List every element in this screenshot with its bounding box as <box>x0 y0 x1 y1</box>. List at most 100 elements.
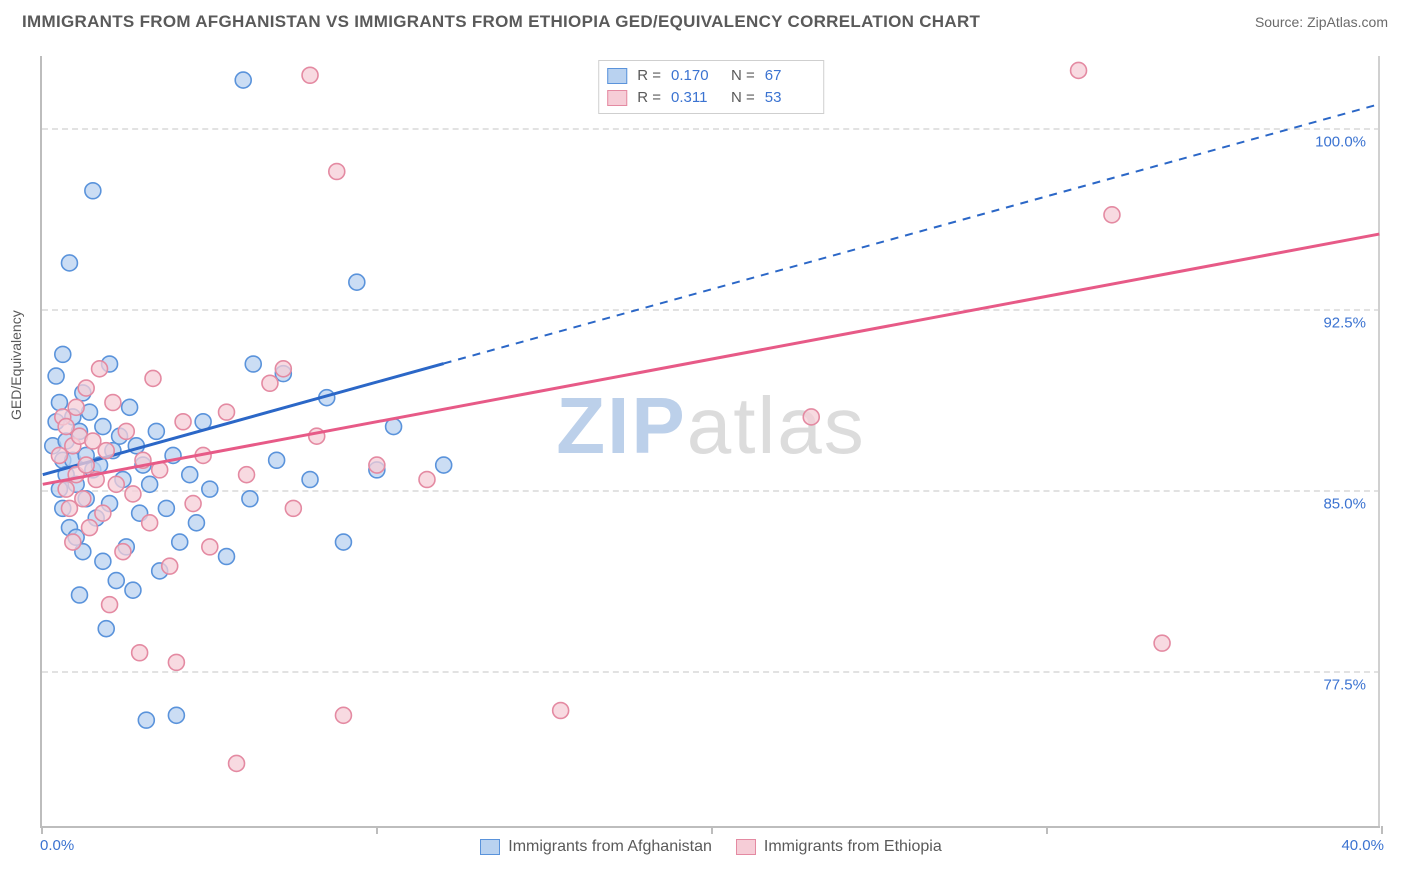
data-point <box>92 361 108 377</box>
data-point <box>202 539 218 555</box>
data-point <box>269 452 285 468</box>
data-point <box>72 587 88 603</box>
data-point <box>803 409 819 425</box>
data-point <box>219 404 235 420</box>
data-point <box>275 361 291 377</box>
data-point <box>162 558 178 574</box>
legend-stats-row: R = 0.311 N = 53 <box>607 87 815 109</box>
x-tick <box>1046 826 1048 834</box>
data-point <box>105 395 121 411</box>
data-point <box>65 534 81 550</box>
plot-area: ZIPatlas 77.5%85.0%92.5%100.0% 0.0% 40.0… <box>40 56 1380 828</box>
x-tick <box>41 826 43 834</box>
chart-title: IMMIGRANTS FROM AFGHANISTAN VS IMMIGRANT… <box>22 12 980 32</box>
data-point <box>419 472 435 488</box>
x-tick <box>1381 826 1383 834</box>
data-point <box>125 582 141 598</box>
data-point <box>235 72 251 88</box>
data-point <box>138 712 154 728</box>
data-point <box>369 457 385 473</box>
data-point <box>182 467 198 483</box>
data-point <box>175 414 191 430</box>
data-point <box>329 164 345 180</box>
legend-r-value-ethiopia: 0.311 <box>671 87 721 109</box>
data-point <box>302 67 318 83</box>
data-point <box>78 457 94 473</box>
data-point <box>262 375 278 391</box>
data-point <box>202 481 218 497</box>
data-point <box>142 515 158 531</box>
data-point <box>82 520 98 536</box>
data-point <box>553 703 569 719</box>
data-point <box>245 356 261 372</box>
legend-stats: R = 0.170 N = 67 R = 0.311 N = 53 <box>598 60 824 114</box>
legend-swatch-ethiopia <box>607 90 627 106</box>
data-point <box>95 553 111 569</box>
data-point <box>219 549 235 565</box>
data-point <box>142 476 158 492</box>
data-point <box>1154 635 1170 651</box>
data-point <box>108 476 124 492</box>
data-point <box>95 505 111 521</box>
source-label: Source: ZipAtlas.com <box>1255 14 1388 30</box>
legend-stats-row: R = 0.170 N = 67 <box>607 65 815 87</box>
data-point <box>172 534 188 550</box>
data-point <box>51 395 67 411</box>
legend-label-afghanistan: Immigrants from Afghanistan <box>508 838 712 856</box>
data-point <box>239 467 255 483</box>
data-point <box>148 423 164 439</box>
legend-swatch-afghanistan <box>480 839 500 855</box>
data-point <box>132 645 148 661</box>
data-point <box>188 515 204 531</box>
y-axis-label: GED/Equivalency <box>8 310 24 420</box>
data-point <box>75 491 91 507</box>
data-point <box>78 380 94 396</box>
data-point <box>185 496 201 512</box>
data-point <box>158 500 174 516</box>
data-point <box>122 399 138 415</box>
data-point <box>115 544 131 560</box>
title-bar: IMMIGRANTS FROM AFGHANISTAN VS IMMIGRANT… <box>0 0 1406 44</box>
x-tick <box>711 826 713 834</box>
data-point <box>302 472 318 488</box>
legend-swatch-ethiopia <box>736 839 756 855</box>
data-point <box>55 346 71 362</box>
legend-n-label: N = <box>731 87 755 109</box>
legend-r-label: R = <box>637 65 661 87</box>
legend-n-value-afghanistan: 67 <box>765 65 815 87</box>
legend-series: Immigrants from Afghanistan Immigrants f… <box>42 838 1380 856</box>
data-point <box>125 486 141 502</box>
data-point <box>102 597 118 613</box>
data-point <box>436 457 452 473</box>
legend-n-value-ethiopia: 53 <box>765 87 815 109</box>
legend-n-label: N = <box>731 65 755 87</box>
data-point <box>48 368 64 384</box>
data-point <box>145 370 161 386</box>
data-point <box>61 255 77 271</box>
data-point <box>168 707 184 723</box>
data-point <box>1071 62 1087 78</box>
x-tick <box>376 826 378 834</box>
regression-line-extrapolated <box>444 104 1380 363</box>
data-point <box>108 573 124 589</box>
data-point <box>242 491 258 507</box>
data-point <box>335 534 351 550</box>
data-point <box>229 755 245 771</box>
legend-r-label: R = <box>637 87 661 109</box>
data-point <box>285 500 301 516</box>
data-point <box>118 423 134 439</box>
data-point <box>168 654 184 670</box>
legend-item-ethiopia: Immigrants from Ethiopia <box>736 838 942 856</box>
data-point <box>1104 207 1120 223</box>
data-point <box>95 419 111 435</box>
data-point <box>58 481 74 497</box>
legend-r-value-afghanistan: 0.170 <box>671 65 721 87</box>
data-point <box>85 183 101 199</box>
regression-line <box>43 234 1380 484</box>
data-point <box>98 621 114 637</box>
data-point <box>68 399 84 415</box>
legend-swatch-afghanistan <box>607 68 627 84</box>
scatter-plot <box>42 56 1380 826</box>
legend-item-afghanistan: Immigrants from Afghanistan <box>480 838 712 856</box>
legend-label-ethiopia: Immigrants from Ethiopia <box>764 838 942 856</box>
